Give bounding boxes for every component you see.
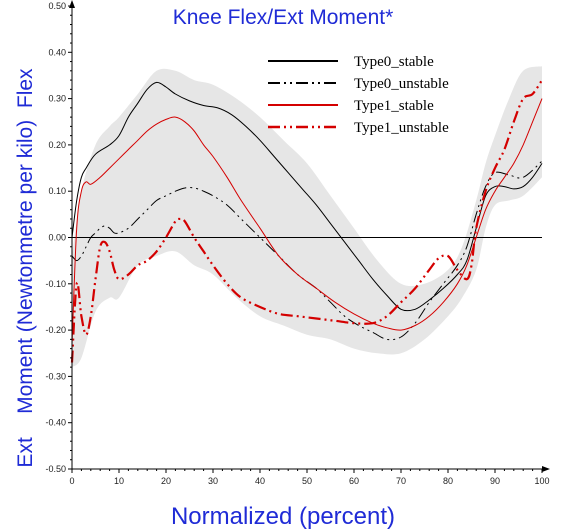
chart-title: Knee Flex/Ext Moment* bbox=[173, 6, 394, 29]
y-axis-arrow-icon bbox=[69, 0, 75, 8]
y-tick-label: 0.10 bbox=[48, 186, 66, 196]
x-axis-label: Normalized (percent) bbox=[171, 503, 395, 530]
series-layer bbox=[70, 79, 543, 363]
y-tick-label: -0.10 bbox=[45, 279, 66, 289]
x-tick-label: 60 bbox=[349, 476, 359, 486]
y-tick-label: -0.40 bbox=[45, 418, 66, 428]
legend-label: Type0_unstable bbox=[354, 76, 449, 92]
x-tick-label: 20 bbox=[161, 476, 171, 486]
x-tick-label: 90 bbox=[490, 476, 500, 486]
legend-label: Type1_stable bbox=[354, 98, 434, 114]
y-axis-label: Ext Moment (Newtonmetre per kilo) Flex bbox=[14, 68, 37, 468]
y-tick-label: 0.00 bbox=[48, 233, 66, 243]
x-tick-label: 70 bbox=[396, 476, 406, 486]
x-tick-label: 0 bbox=[69, 476, 74, 486]
x-tick-label: 50 bbox=[302, 476, 312, 486]
series-line-type1-stable bbox=[71, 98, 543, 345]
x-tick-label: 10 bbox=[114, 476, 124, 486]
legend-label: Type0_stable bbox=[354, 54, 434, 70]
y-tick-label: 0.30 bbox=[48, 94, 66, 104]
x-tick-label: 80 bbox=[443, 476, 453, 486]
series-line-type0-unstable bbox=[71, 160, 543, 341]
y-tick-label: -0.30 bbox=[45, 371, 66, 381]
x-tick-label: 40 bbox=[255, 476, 265, 486]
y-tick-label: 0.50 bbox=[48, 1, 66, 11]
x-tick-label: 100 bbox=[534, 476, 549, 486]
y-tick-label: 0.20 bbox=[48, 140, 66, 150]
y-tick-label: -0.50 bbox=[45, 464, 66, 474]
x-tick-label: 30 bbox=[208, 476, 218, 486]
axes-layer bbox=[68, 0, 550, 473]
y-tick-label: -0.20 bbox=[45, 325, 66, 335]
std-band-layer bbox=[72, 66, 542, 368]
x-axis-arrow-icon bbox=[542, 466, 550, 472]
legend-label: Type1_unstable bbox=[354, 120, 449, 136]
legend: Type0_stable Type0_unstable Type1_stable Ty… bbox=[268, 54, 449, 136]
y-tick-label: 0.40 bbox=[48, 47, 66, 57]
tick-labels-layer: 0 10 20 30 40 50 60 70 80 90 100 0.50 0.40 0.30 0.20 0.… bbox=[45, 1, 549, 486]
std-band bbox=[72, 66, 542, 368]
